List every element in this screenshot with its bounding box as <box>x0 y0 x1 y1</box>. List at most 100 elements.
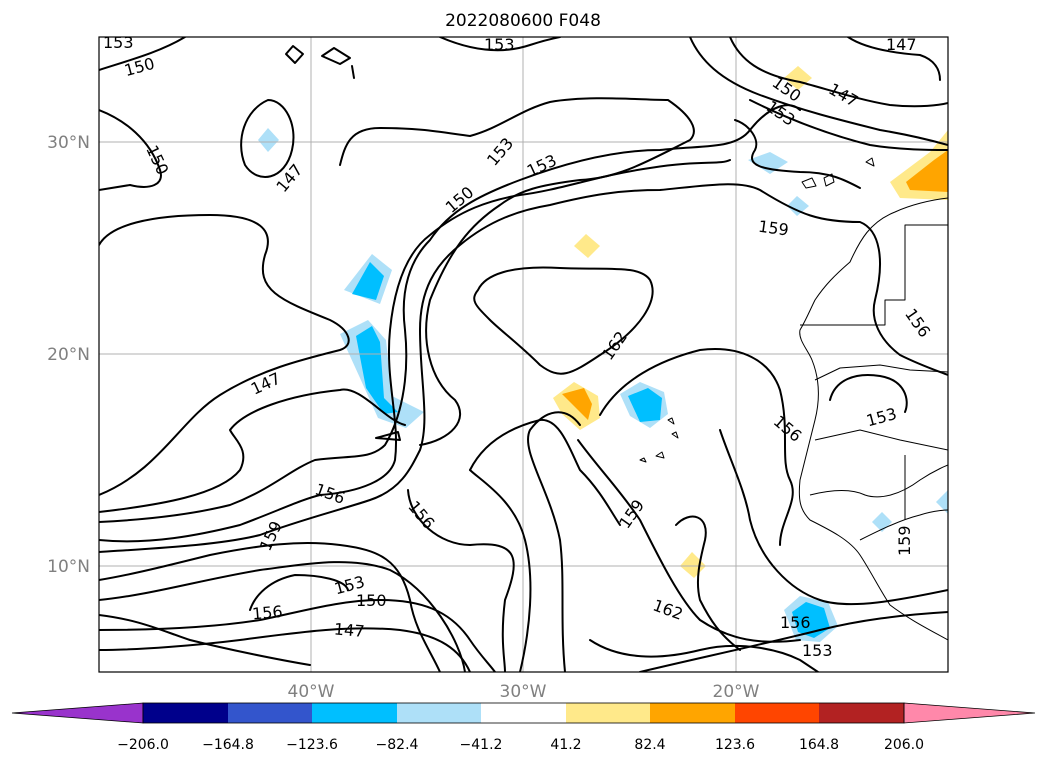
contour-line <box>589 639 819 672</box>
contour-line <box>99 214 350 496</box>
negative-anomaly-patch <box>352 262 384 300</box>
contour-line <box>99 599 496 672</box>
contour-label: 147 <box>886 35 917 54</box>
colorbar-tick-label: −41.2 <box>460 737 503 753</box>
island <box>655 451 665 459</box>
contour-label: 150 <box>356 591 387 610</box>
colorbar-tick-label: −82.4 <box>376 737 419 753</box>
negative-anomaly-patch <box>628 388 662 422</box>
contour-line <box>99 159 731 543</box>
country-border <box>814 364 948 381</box>
colorbar-segment <box>735 703 819 723</box>
contour-line <box>527 411 581 672</box>
anomaly-shading <box>258 66 948 642</box>
contour-line <box>99 109 162 191</box>
lon-label-30w: 30°W <box>500 682 547 702</box>
contour-line <box>829 374 908 413</box>
lat-label-10n: 10°N <box>47 557 90 577</box>
island <box>671 431 679 439</box>
map-frame <box>98 36 949 673</box>
height-contours <box>99 37 948 672</box>
contour-line <box>99 542 441 672</box>
island <box>639 457 647 463</box>
country-border <box>800 224 948 326</box>
lat-label-30n: 30°N <box>47 133 90 153</box>
negative-anomaly-patch <box>787 196 809 216</box>
colorbar: −206.0 −164.8 −123.6 −82.4 −41.2 41.2 82… <box>11 702 1036 753</box>
africa-coastline <box>798 197 948 641</box>
contour-line <box>99 627 471 672</box>
lon-label-20w: 20°W <box>713 682 760 702</box>
contour-line <box>99 388 406 513</box>
positive-anomaly-patch <box>562 388 592 420</box>
colorbar-tick-label: 82.4 <box>634 737 665 753</box>
contour-line <box>689 37 948 146</box>
contour-line <box>577 439 801 643</box>
contour-label: 156 <box>780 613 811 632</box>
island <box>823 173 835 187</box>
positive-anomaly-patch <box>574 234 600 258</box>
contour-label: 156 <box>251 602 283 624</box>
contour-line <box>99 183 948 553</box>
contour-label: 153 <box>103 33 134 52</box>
negative-anomaly-patch <box>748 152 788 174</box>
colorbar-tick-label: −123.6 <box>286 737 338 753</box>
contour-line <box>339 97 695 446</box>
colorbar-segment <box>143 703 228 723</box>
country-border <box>859 509 948 541</box>
contour-line <box>99 561 466 672</box>
colorbar-segment <box>481 703 566 723</box>
colorbar-segment <box>650 703 735 723</box>
lon-label-40w: 40°W <box>288 682 335 702</box>
colorbar-tick-label: −206.0 <box>117 737 169 753</box>
contour-line <box>240 99 295 178</box>
colorbar-extend-low <box>11 702 144 724</box>
contour-line <box>599 348 794 546</box>
contour-line <box>321 47 351 65</box>
contour-label: 153 <box>484 35 515 54</box>
contour-line <box>99 104 801 523</box>
contour-line <box>375 431 401 441</box>
contour-line <box>407 489 515 672</box>
contour-line <box>749 99 948 151</box>
colorbar-segment <box>819 703 904 723</box>
contour-line <box>351 65 355 79</box>
negative-anomaly-patch <box>258 128 279 152</box>
contour-label: 153 <box>802 641 833 660</box>
contour-line <box>729 37 948 108</box>
negative-anomaly-patch <box>356 326 398 414</box>
contour-line <box>99 37 186 71</box>
contour-label: 159 <box>757 217 790 240</box>
colorbar-segment <box>397 703 481 723</box>
island <box>801 177 817 189</box>
lat-label-20n: 20°N <box>47 345 90 365</box>
colorbar-extend-high <box>903 702 1036 724</box>
island <box>865 157 875 167</box>
contour-line <box>473 266 654 375</box>
map-area: 153 150 153 147 150 147 153 150 147 153 … <box>99 33 948 672</box>
contour-line <box>469 469 532 672</box>
contour-line <box>639 611 948 672</box>
negative-anomaly-patch <box>936 490 948 514</box>
colorbar-segment <box>228 703 312 723</box>
contour-line <box>249 574 349 611</box>
contour-line <box>439 37 561 52</box>
island <box>667 417 675 425</box>
colorbar-segment <box>312 703 397 723</box>
contour-line <box>719 429 948 606</box>
colorbar-tick-label: 123.6 <box>715 737 755 753</box>
contour-label: 159 <box>895 525 914 556</box>
contour-line <box>469 418 621 526</box>
figure-title: 2022080600 F048 <box>445 11 601 31</box>
contour-line <box>847 37 941 81</box>
country-border <box>814 429 948 451</box>
contour-label: 147 <box>333 619 365 641</box>
colorbar-tick-label: −164.8 <box>202 737 254 753</box>
colorbar-tick-label: 206.0 <box>884 737 924 753</box>
positive-anomaly-patch <box>906 150 948 192</box>
colorbar-tick-label: 164.8 <box>799 737 839 753</box>
country-border <box>809 464 948 498</box>
colorbar-segment <box>566 703 650 723</box>
contour-line <box>675 515 741 651</box>
